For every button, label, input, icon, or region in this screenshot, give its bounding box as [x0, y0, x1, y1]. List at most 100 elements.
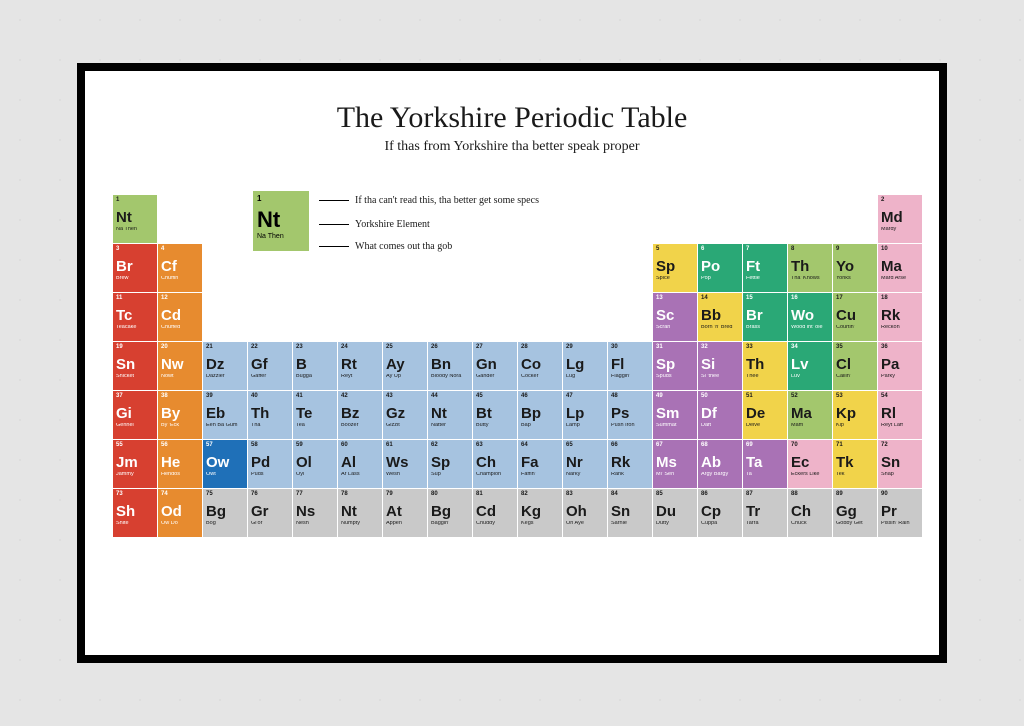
element-symbol: Co [521, 357, 559, 372]
element-number: 10 [881, 246, 888, 252]
element-symbol: Tr [746, 504, 784, 519]
element-name: Reyt Laff [881, 423, 919, 429]
element-symbol: Ms [656, 455, 694, 470]
element-cell: 2MdMardy [878, 195, 922, 243]
element-symbol: Eb [206, 406, 244, 421]
element-number: 84 [611, 491, 618, 497]
element-number: 21 [206, 344, 213, 350]
element-number: 23 [296, 344, 303, 350]
element-number: 45 [476, 393, 483, 399]
element-name: Ta [746, 472, 784, 478]
element-number: 82 [521, 491, 528, 497]
element-number: 46 [521, 393, 528, 399]
element-name: Cocker [521, 374, 559, 380]
element-number: 79 [386, 491, 393, 497]
element-number: 72 [881, 442, 888, 448]
element-name: Bugga [296, 374, 334, 380]
element-name: Gander [476, 374, 514, 380]
element-symbol: Sc [656, 308, 694, 323]
element-cell: 61WsWesh [383, 440, 427, 488]
element-number: 90 [881, 491, 888, 497]
element-symbol: Oh [566, 504, 604, 519]
element-name: Shite [116, 521, 154, 527]
element-cell: 69TaTa [743, 440, 787, 488]
element-cell: 71TkTek [833, 440, 877, 488]
element-number: 83 [566, 491, 573, 497]
element-name: Gaffer [251, 374, 289, 380]
element-number: 5 [656, 246, 659, 252]
element-cell: 38ByBy 'Eck [158, 391, 202, 439]
element-name: Flaggin' [611, 374, 649, 380]
element-number: 50 [701, 393, 708, 399]
element-cell: 13ScScran [653, 293, 697, 341]
element-number: 88 [791, 491, 798, 497]
element-symbol: Yo [836, 259, 874, 274]
element-name: Kegs [521, 521, 559, 527]
element-number: 74 [161, 491, 168, 497]
element-symbol: Rt [341, 357, 379, 372]
element-name: Faffin' [521, 472, 559, 478]
element-number: 37 [116, 393, 123, 399]
element-symbol: Cl [836, 357, 874, 372]
element-cell: 8ThTha' Knows [788, 244, 832, 292]
poster-frame: The Yorkshire Periodic Table If thas fro… [77, 63, 947, 663]
element-cell: 50DfDaft [698, 391, 742, 439]
element-cell: 48PsPush Iron [608, 391, 652, 439]
element-number: 48 [611, 393, 618, 399]
element-name: Parky [881, 374, 919, 380]
element-number: 33 [746, 344, 753, 350]
element-cell: 74OdOw Do [158, 489, 202, 537]
element-symbol: Bt [476, 406, 514, 421]
element-number: 17 [836, 295, 843, 301]
element-symbol: Nt [341, 504, 379, 519]
element-name: Eckers Like [791, 472, 829, 478]
element-cell: 4CfChuffin [158, 244, 202, 292]
element-number: 76 [251, 491, 258, 497]
element-cell: 52MaMam [788, 391, 832, 439]
element-name: Mam [791, 423, 829, 429]
element-name: Oh Aye [566, 521, 604, 527]
element-symbol: He [161, 455, 199, 470]
legend-symbol: Nt [257, 209, 305, 231]
element-number: 25 [386, 344, 393, 350]
element-number: 41 [296, 393, 303, 399]
element-symbol: Po [701, 259, 739, 274]
element-number: 71 [836, 442, 843, 448]
element-name: Chuffin [161, 276, 199, 282]
element-number: 80 [431, 491, 438, 497]
element-name: Gennel [116, 423, 154, 429]
element-symbol: Fl [611, 357, 649, 372]
element-symbol: Sp [431, 455, 469, 470]
element-symbol: Cd [476, 504, 514, 519]
element-number: 34 [791, 344, 798, 350]
element-number: 7 [746, 246, 749, 252]
element-symbol: Du [656, 504, 694, 519]
element-cell: 54RlReyt Laff [878, 391, 922, 439]
element-symbol: Bb [701, 308, 739, 323]
element-number: 86 [701, 491, 708, 497]
element-name: Tha [251, 423, 289, 429]
element-name: Eeh Ba Gum [206, 423, 244, 429]
element-symbol: Gz [386, 406, 424, 421]
element-number: 64 [521, 442, 528, 448]
element-symbol: Ws [386, 455, 424, 470]
element-name: Chuddy [476, 521, 514, 527]
element-name: Daft [701, 423, 739, 429]
legend-name: Na Then [257, 233, 305, 240]
element-cell: 43GzGizzit [383, 391, 427, 439]
element-cell: 63ChChampion [473, 440, 517, 488]
element-cell: 72SnSnap [878, 440, 922, 488]
element-symbol: Nt [116, 210, 154, 225]
element-symbol: Lg [566, 357, 604, 372]
element-cell: 68AbArgy Bargy [698, 440, 742, 488]
element-cell: 65NrNarky [563, 440, 607, 488]
element-number: 22 [251, 344, 258, 350]
element-cell: 31SpSpuds [653, 342, 697, 390]
element-name: Brass [746, 325, 784, 331]
element-symbol: Sm [656, 406, 694, 421]
element-number: 61 [386, 442, 393, 448]
element-number: 35 [836, 344, 843, 350]
element-symbol: Bp [521, 406, 559, 421]
element-symbol: Lp [566, 406, 604, 421]
content-area: 1 Nt Na Then If tha can't read this, tha… [113, 195, 911, 635]
